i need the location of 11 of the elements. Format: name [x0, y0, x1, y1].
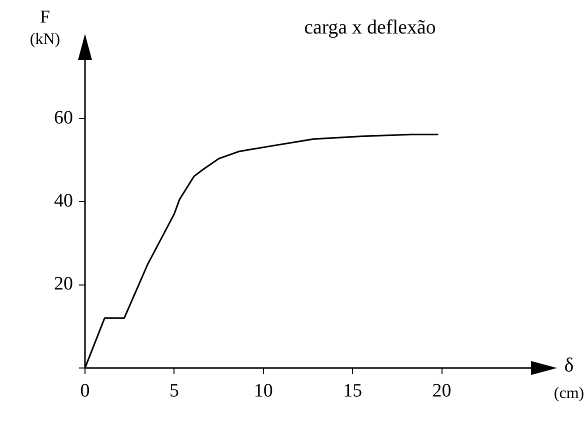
- x-axis-title: δ (cm): [554, 354, 584, 402]
- x-tick-label: 10: [254, 380, 273, 402]
- y-axis-title: F (kN): [30, 6, 60, 48]
- y-tick-label: 40: [54, 190, 73, 212]
- chart-title: carga x deflexão: [304, 16, 436, 38]
- x-tick-label: 15: [343, 380, 362, 402]
- y-tick-label: 20: [54, 274, 73, 295]
- y-tick-label: 60: [54, 107, 73, 128]
- x-tick-label: 0: [80, 380, 90, 402]
- x-tick-label: 20: [432, 380, 452, 402]
- x-tick-label: 5: [169, 380, 179, 402]
